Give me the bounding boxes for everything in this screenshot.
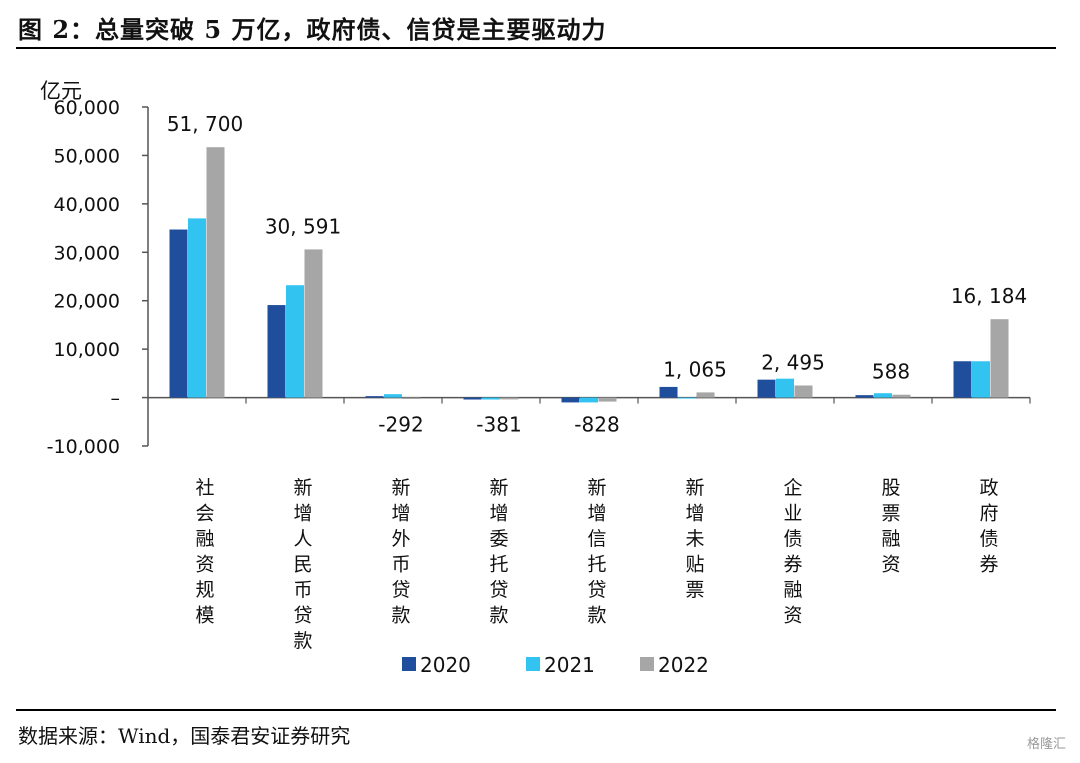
bar-2022	[990, 319, 1009, 398]
data-label: 588	[872, 360, 910, 384]
bar-2022	[402, 397, 421, 399]
data-label: -828	[574, 413, 619, 437]
bar-2022	[696, 392, 715, 398]
category-label: 股票融资	[881, 477, 900, 576]
bar-2020	[953, 361, 972, 398]
category-label: 新增委托贷款	[489, 477, 508, 627]
data-label: 51, 700	[167, 112, 243, 136]
title-rule	[16, 47, 1056, 49]
bar-2022	[500, 397, 519, 400]
bar-2020	[561, 397, 580, 403]
legend-label: 2022	[658, 653, 709, 677]
bar-2021	[678, 397, 696, 399]
data-label: 2, 495	[761, 350, 825, 374]
bar-2021	[874, 393, 892, 398]
figure-title: 图 2：总量突破 5 万亿，政府债、信贷是主要驱动力	[18, 15, 607, 44]
legend-swatch-2021	[526, 657, 540, 671]
legend-label: 2021	[544, 653, 595, 677]
data-label: -381	[476, 413, 521, 437]
category-label: 新增信托贷款	[587, 477, 606, 627]
bar-2020	[855, 395, 874, 398]
bar-2020	[169, 229, 188, 398]
category-label: 社会融资规模	[195, 477, 214, 627]
bar-2020	[659, 386, 678, 398]
bar-2020	[463, 397, 482, 400]
y-tick-label: 40,000	[54, 194, 120, 216]
y-tick-label: 60,000	[54, 97, 120, 119]
bar-2021	[188, 218, 206, 398]
watermark-text: 格隆汇	[1026, 737, 1066, 752]
data-label: -292	[378, 413, 423, 437]
category-label: 新增人民币贷款	[293, 477, 312, 652]
bar-2021	[972, 361, 990, 398]
y-tick-label: –	[111, 388, 121, 410]
category-label: 企业债券融资	[783, 477, 802, 627]
legend-swatch-2022	[640, 657, 654, 671]
bar-2021	[580, 397, 598, 403]
bar-2022	[892, 394, 911, 398]
bar-2021	[384, 394, 402, 398]
bar-2020	[365, 396, 384, 398]
y-tick-label: 30,000	[54, 242, 120, 264]
bar-2022	[794, 385, 813, 398]
y-tick-label: -10,000	[47, 436, 120, 458]
y-tick-label: 50,000	[54, 145, 120, 167]
y-tick-label: 10,000	[54, 339, 120, 361]
bar-2020	[757, 379, 776, 398]
y-axis-unit: 亿元	[40, 79, 82, 103]
data-label: 1, 065	[663, 357, 727, 381]
bar-2022	[598, 397, 617, 402]
data-label: 30, 591	[265, 214, 341, 238]
category-label: 新增外币贷款	[391, 477, 410, 627]
bar-2021	[482, 397, 500, 400]
source-note: 数据来源：Wind，国泰君安证券研究	[18, 724, 351, 748]
category-label: 新增未贴票	[685, 477, 704, 601]
bar-2022	[304, 249, 323, 398]
bar-2020	[267, 305, 286, 398]
category-label: 政府债券	[979, 477, 998, 576]
y-tick-label: 20,000	[54, 291, 120, 313]
source-rule	[16, 709, 1056, 711]
legend-label: 2020	[420, 653, 471, 677]
bar-2021	[286, 285, 304, 398]
bar-2021	[776, 378, 794, 398]
bar-2022	[206, 147, 225, 398]
legend-swatch-2020	[402, 657, 416, 671]
data-label: 16, 184	[951, 284, 1027, 308]
